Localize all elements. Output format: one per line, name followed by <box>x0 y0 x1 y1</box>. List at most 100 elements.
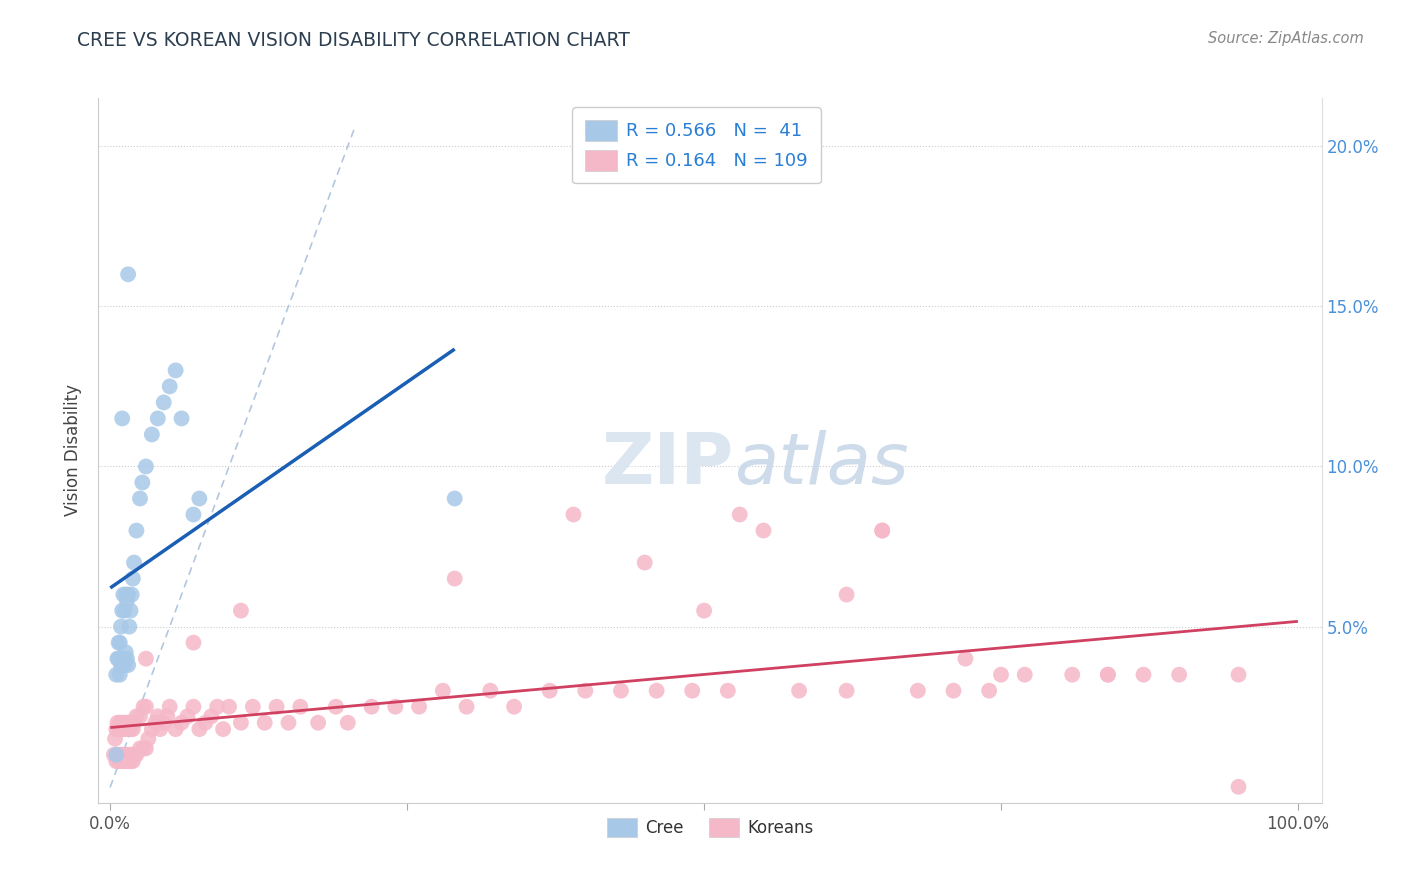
Point <box>120 604 142 618</box>
Point <box>141 427 163 442</box>
Point <box>115 747 138 762</box>
Point <box>681 683 703 698</box>
Point <box>105 754 128 768</box>
Point <box>111 604 134 618</box>
Point <box>107 754 129 768</box>
Point <box>907 683 929 698</box>
Point <box>1227 780 1250 794</box>
Point <box>118 715 141 730</box>
Point <box>1227 667 1250 681</box>
Point <box>117 658 139 673</box>
Point <box>152 715 174 730</box>
Point <box>194 715 217 730</box>
Point <box>253 715 276 730</box>
Point <box>135 651 157 665</box>
Point <box>117 754 139 768</box>
Point <box>977 683 1000 698</box>
Point <box>121 715 143 730</box>
Point <box>360 699 382 714</box>
Point <box>290 699 312 714</box>
Point <box>408 699 430 714</box>
Point <box>752 524 775 538</box>
Text: CREE VS KOREAN VISION DISABILITY CORRELATION CHART: CREE VS KOREAN VISION DISABILITY CORRELA… <box>77 31 630 50</box>
Point <box>112 722 135 736</box>
Point <box>105 722 128 736</box>
Point <box>115 715 138 730</box>
Point <box>325 699 347 714</box>
Point <box>183 508 205 522</box>
Point <box>942 683 965 698</box>
Point <box>110 658 132 673</box>
Point <box>717 683 740 698</box>
Point <box>538 683 561 698</box>
Point <box>115 651 138 665</box>
Point <box>141 722 163 736</box>
Point <box>122 747 145 762</box>
Point <box>218 699 240 714</box>
Point <box>110 722 132 736</box>
Point <box>110 754 132 768</box>
Point <box>117 722 139 736</box>
Y-axis label: Vision Disability: Vision Disability <box>65 384 83 516</box>
Point <box>122 715 145 730</box>
Text: Source: ZipAtlas.com: Source: ZipAtlas.com <box>1208 31 1364 46</box>
Point <box>1062 667 1084 681</box>
Point <box>114 722 136 736</box>
Point <box>117 268 139 282</box>
Point <box>121 747 143 762</box>
Point <box>176 709 198 723</box>
Point <box>108 667 131 681</box>
Point <box>870 524 893 538</box>
Point <box>107 651 129 665</box>
Point <box>205 699 228 714</box>
Point <box>835 588 858 602</box>
Point <box>183 699 205 714</box>
Point <box>132 741 155 756</box>
Point <box>121 754 143 768</box>
Point <box>728 508 751 522</box>
Point <box>105 747 128 762</box>
Point <box>107 722 129 736</box>
Text: ZIP: ZIP <box>602 430 734 499</box>
Point <box>115 594 138 608</box>
Point <box>574 683 596 698</box>
Point <box>114 747 136 762</box>
Point <box>170 715 193 730</box>
Point <box>122 556 145 570</box>
Point <box>183 635 205 649</box>
Point <box>107 651 129 665</box>
Point <box>105 667 128 681</box>
Point <box>170 411 193 425</box>
Point <box>121 588 143 602</box>
Point <box>870 524 893 538</box>
Point <box>503 699 526 714</box>
Point <box>107 747 129 762</box>
Point <box>135 699 157 714</box>
Point <box>188 491 211 506</box>
Point <box>159 379 181 393</box>
Point <box>787 683 810 698</box>
Point <box>114 658 136 673</box>
Legend: Cree, Koreans: Cree, Koreans <box>600 811 820 844</box>
Point <box>1014 667 1036 681</box>
Point <box>125 524 148 538</box>
Point <box>990 667 1012 681</box>
Point <box>693 604 716 618</box>
Point <box>111 658 134 673</box>
Point <box>1097 667 1119 681</box>
Point <box>114 588 136 602</box>
Point <box>112 754 135 768</box>
Point <box>212 722 235 736</box>
Point <box>121 722 143 736</box>
Point <box>146 709 169 723</box>
Point <box>146 411 169 425</box>
Point <box>120 722 142 736</box>
Point <box>266 699 288 714</box>
Point <box>112 588 135 602</box>
Point <box>129 741 152 756</box>
Point <box>125 747 148 762</box>
Text: atlas: atlas <box>734 430 910 499</box>
Point <box>114 754 136 768</box>
Point <box>479 683 502 698</box>
Point <box>129 709 152 723</box>
